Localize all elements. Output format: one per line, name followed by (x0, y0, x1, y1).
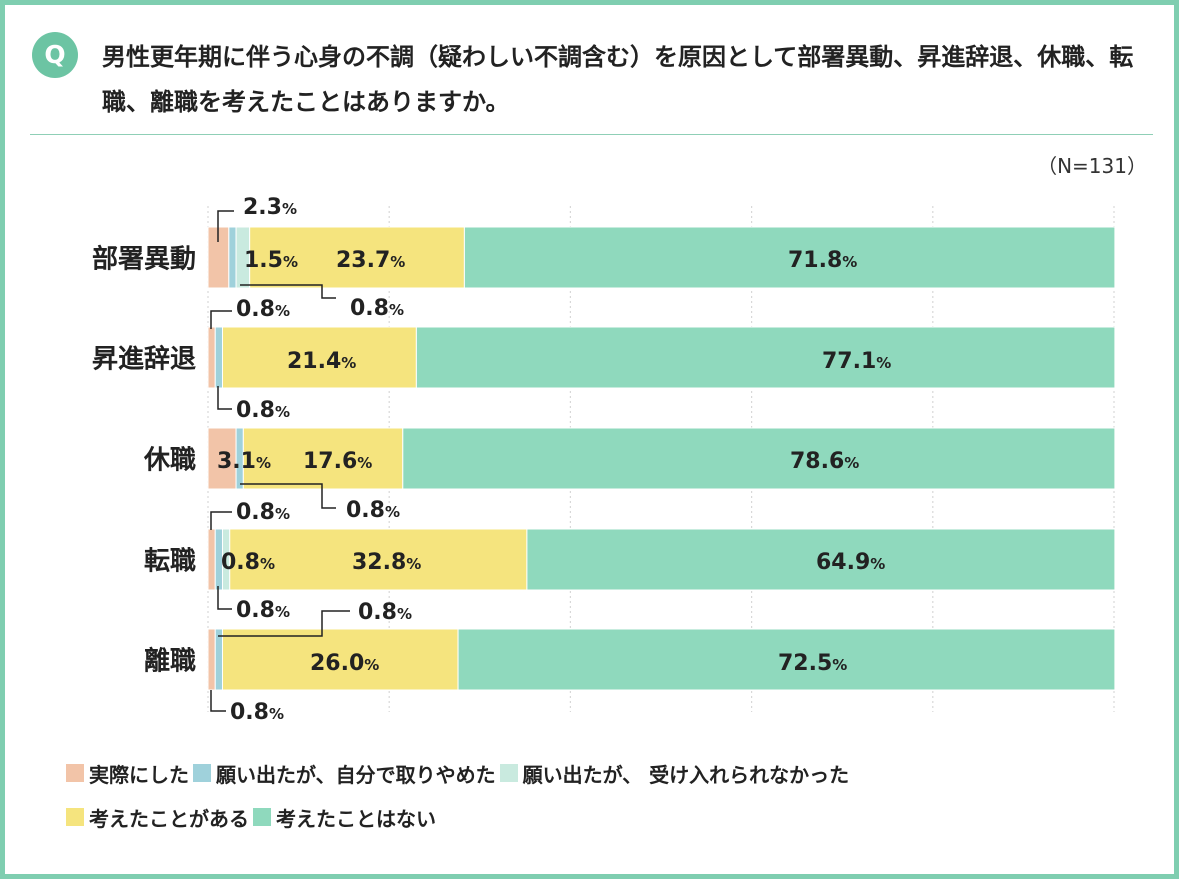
bar-segment-0-1 (228, 226, 237, 289)
leader-line-4 (240, 483, 336, 509)
legend-item: 考えたことがある (66, 803, 249, 832)
category-label: 転職 (144, 547, 196, 577)
legend-label: 願い出たが、 受け入れられなかった (522, 762, 850, 787)
leader-line-6 (217, 586, 232, 610)
bar-segment-3-3 (229, 528, 528, 591)
bar-segment-3-0 (207, 528, 216, 591)
bar-segment-1-4 (415, 326, 1116, 389)
data-label: 17.6% (303, 449, 372, 474)
category-label: 休職 (143, 446, 196, 476)
data-label: 0.8% (346, 498, 400, 523)
data-label: 32.8% (352, 550, 421, 575)
leader-line-5 (210, 511, 232, 530)
bar-segment-2-0 (207, 427, 237, 490)
title-divider (30, 134, 1153, 135)
data-label: 3.1% (217, 449, 271, 474)
data-label: 64.9% (816, 550, 885, 575)
percent-unit: % (357, 454, 372, 472)
percent-unit: % (842, 253, 857, 271)
legend-label: 実際にした (89, 762, 189, 787)
legend-label: 願い出たが、自分で取りやめた (216, 762, 496, 787)
data-label: 0.8% (236, 297, 290, 322)
question-text: 男性更年期に伴う心身の不調（疑わしい不調含む）を原因として部署異動、昇進辞退、休… (102, 43, 1134, 116)
percent-unit: % (256, 454, 271, 472)
percent-unit: % (283, 253, 298, 271)
data-label: 77.1% (822, 349, 891, 374)
leader-line-3 (217, 386, 232, 410)
data-label: 1.5% (244, 248, 298, 273)
bar-segment-4-1 (214, 628, 223, 691)
legend-label: 考えたことがある (89, 806, 249, 831)
percent-unit: % (275, 302, 290, 320)
bar-segment-4-3 (221, 628, 459, 691)
data-label: 0.8% (221, 550, 275, 575)
legend-item: 実際にした (66, 759, 189, 788)
percent-unit: % (406, 555, 421, 573)
legend-item: 願い出たが、自分で取りやめた (193, 759, 496, 788)
bar-segment-2-3 (242, 427, 404, 490)
data-label: 21.4% (287, 349, 356, 374)
legend-swatch (66, 808, 84, 826)
percent-unit: % (275, 403, 290, 421)
bar-segment-4-0 (207, 628, 216, 691)
percent-unit: % (385, 503, 400, 521)
percent-unit: % (390, 253, 405, 271)
data-label: 26.0% (310, 651, 379, 676)
legend-swatch (66, 764, 84, 782)
bar-segment-1-1 (214, 326, 223, 389)
percent-unit: % (876, 354, 891, 372)
bar-segment-0-3 (249, 226, 465, 289)
percent-unit: % (870, 555, 885, 573)
bar-segment-4-4 (457, 628, 1116, 691)
sample-size: （N=131） (1037, 154, 1147, 178)
data-label: 0.8% (358, 600, 412, 625)
data-label: 0.8% (236, 500, 290, 525)
legend-swatch (253, 808, 271, 826)
chart-legend: 実際にした 願い出たが、自分で取りやめた 願い出たが、 受け入れられなかった考えたこ… (66, 760, 1146, 848)
bar-segment-0-4 (463, 226, 1116, 289)
bar-segment-3-4 (526, 528, 1116, 591)
category-label: 離職 (144, 646, 196, 677)
legend-item: 願い出たが、 受け入れられなかった (499, 759, 850, 788)
percent-unit: % (260, 555, 275, 573)
leader-line-8 (210, 690, 226, 712)
percent-unit: % (269, 705, 284, 723)
percent-unit: % (389, 301, 404, 319)
category-label: 昇進辞退 (92, 344, 196, 375)
bar-segment-1-0 (207, 326, 216, 389)
data-label: 0.8% (236, 598, 290, 623)
legend-item: 考えたことはない (253, 803, 436, 832)
percent-unit: % (275, 603, 290, 621)
percent-unit: % (397, 605, 412, 623)
bar-segment-1-3 (221, 326, 417, 389)
data-label: 0.8% (236, 398, 290, 423)
legend-swatch (499, 764, 518, 782)
leader-line-7 (218, 610, 350, 637)
legend-row: 実際にした 願い出たが、自分で取りやめた 願い出たが、 受け入れられなかった (66, 759, 1146, 788)
data-label: 71.8% (788, 248, 857, 273)
data-label: 72.5% (778, 651, 847, 676)
question-badge: Q (32, 32, 78, 78)
percent-unit: % (275, 505, 290, 523)
percent-unit: % (341, 354, 356, 372)
data-label: 2.3% (243, 195, 297, 220)
data-label: 0.8% (350, 296, 404, 321)
leader-line-2 (210, 310, 232, 329)
data-label: 78.6% (790, 449, 859, 474)
legend-row: 考えたことがある 考えたことはない (66, 803, 1146, 832)
legend-swatch (193, 764, 211, 782)
leader-line-0 (217, 210, 234, 242)
percent-unit: % (844, 454, 859, 472)
leader-line-1 (240, 284, 336, 299)
category-label: 部署異動 (92, 245, 196, 275)
data-label: 23.7% (336, 248, 405, 273)
percent-unit: % (832, 656, 847, 674)
bar-segment-2-4 (402, 427, 1116, 490)
percent-unit: % (364, 656, 379, 674)
legend-label: 考えたことはない (276, 806, 436, 831)
data-label: 0.8% (230, 700, 284, 725)
percent-unit: % (282, 200, 297, 218)
